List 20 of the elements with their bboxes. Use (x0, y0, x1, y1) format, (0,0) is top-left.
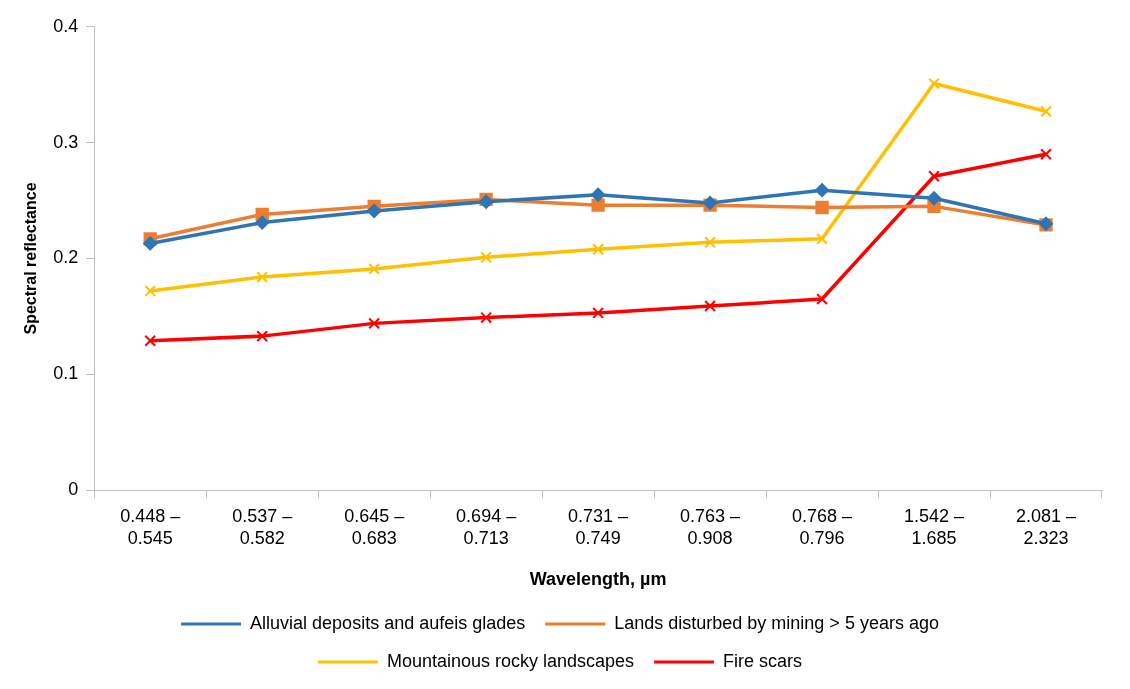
x-axis-title: Wavelength, µm (529, 569, 667, 590)
x-tick-label: 0.694 – 0.713 (456, 505, 517, 548)
y-axis-title: Spectral reflectance (22, 182, 40, 335)
legend-label: Alluvial deposits and aufeis glades (250, 612, 526, 633)
y-tick-label: 0 (68, 479, 79, 500)
y-tick-label: 0.2 (53, 247, 79, 268)
x-tick-label: 1.542 – 1.685 (904, 505, 965, 548)
x-tick-label: 0.763 – 0.908 (680, 505, 741, 548)
legend-label: Lands disturbed by mining > 5 years ago (614, 612, 939, 633)
x-tick-label: 0.537 – 0.582 (232, 505, 293, 548)
y-tick-label: 0.3 (53, 131, 79, 152)
y-tick-label: 0.4 (53, 15, 79, 36)
legend-label: Fire scars (723, 650, 803, 671)
x-tick-label: 0.645 – 0.683 (344, 505, 405, 548)
x-tick-label: 2.081 – 2.323 (1015, 505, 1077, 548)
x-tick-label: 0.731 – 0.749 (568, 505, 629, 548)
x-tick-label: 0.448 – 0.545 (120, 505, 181, 548)
x-tick-label: 0.768 – 0.796 (792, 505, 853, 548)
y-tick-label: 0.1 (53, 363, 79, 384)
legend-label: Mountainous rocky landscapes (386, 650, 635, 671)
